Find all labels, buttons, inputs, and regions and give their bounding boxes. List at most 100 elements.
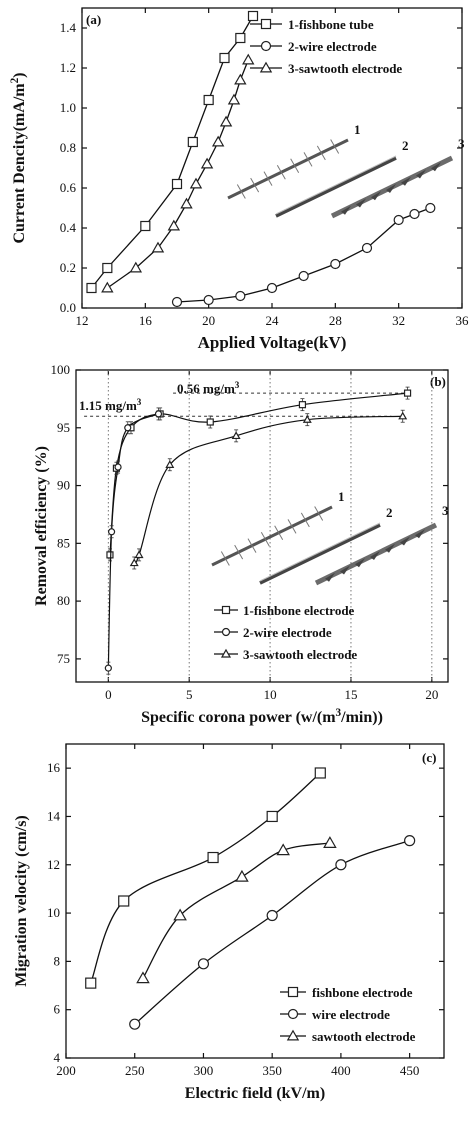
inset-a-rod-wire-highlight bbox=[275, 155, 397, 215]
data-point-triangle bbox=[134, 550, 144, 559]
y-tick-label: 12 bbox=[47, 857, 60, 872]
inset-b-fishbone-spine bbox=[300, 512, 310, 528]
x-tick-label: 250 bbox=[125, 1063, 145, 1078]
legend-label: 1-fishbone electrode bbox=[243, 603, 355, 618]
data-point-square bbox=[140, 220, 151, 232]
panel-label: (a) bbox=[86, 12, 101, 27]
x-axis-title-part: Applied Voltage(kV) bbox=[198, 333, 347, 352]
series-line-3 bbox=[106, 59, 249, 289]
x-axis-title: Electric field (kV/m) bbox=[185, 1085, 325, 1102]
inset-b-sawtooth-tooth bbox=[370, 551, 380, 560]
y-tick-label: 14 bbox=[47, 808, 61, 823]
data-point-square bbox=[235, 32, 246, 44]
x-tick-label: 36 bbox=[456, 313, 470, 328]
legend-label: 1-fishbone tube bbox=[288, 17, 374, 32]
data-point-triangle bbox=[235, 869, 249, 882]
inset-a-sawtooth-tooth bbox=[401, 176, 411, 186]
data-point-circle bbox=[409, 208, 420, 220]
x-tick-label: 12 bbox=[76, 313, 89, 328]
data-point-circle bbox=[154, 410, 163, 418]
inset-b-sawtooth-tooth bbox=[355, 558, 365, 568]
data-point-circle bbox=[114, 463, 122, 471]
annotation-056-part: 3 bbox=[235, 380, 240, 390]
series-curve-3 bbox=[133, 415, 403, 566]
inset-a-sawtooth-tooth bbox=[416, 169, 426, 179]
data-point-triangle bbox=[165, 460, 175, 468]
legend-marker-square bbox=[260, 18, 272, 30]
inset-b-fishbone-spine bbox=[220, 551, 230, 566]
legend-label: wire electrode bbox=[312, 1007, 390, 1022]
data-point-circle bbox=[335, 859, 347, 871]
data-point-square bbox=[85, 977, 97, 989]
y-tick-label: 100 bbox=[51, 362, 71, 377]
legend-marker-square bbox=[287, 986, 299, 998]
panel-label: (c) bbox=[422, 750, 436, 765]
data-point-circle bbox=[266, 282, 278, 294]
chart-panel-a: 12 16 20 24 28 32 360.00.20.40.60.81.01.21.4Ap… bbox=[9, 7, 470, 352]
y-axis-title: Current Dencity(mA/m2) bbox=[9, 72, 28, 243]
data-point-triangle bbox=[129, 558, 139, 567]
plot-frame bbox=[75, 369, 449, 683]
y-axis-title-part: 2 bbox=[9, 77, 21, 83]
legend-marker-triangle bbox=[286, 1029, 300, 1041]
legend-label: sawtooth electrode bbox=[312, 1029, 416, 1044]
inset-a-sawtooth-tooth bbox=[356, 198, 366, 208]
series-curve-2 bbox=[107, 413, 159, 669]
x-tick-label: 5 bbox=[186, 687, 193, 702]
data-point-circle bbox=[129, 1018, 141, 1030]
data-point-triangle bbox=[101, 281, 114, 293]
inset-b-sawtooth-tooth bbox=[415, 529, 425, 539]
data-point-circle bbox=[107, 528, 116, 536]
x-axis-title-part: Specific corona power (w/(m bbox=[141, 709, 336, 726]
data-point-square bbox=[187, 136, 198, 148]
legend-label: 3-sawtooth electrode bbox=[288, 61, 402, 76]
legend-marker-circle bbox=[287, 1008, 299, 1020]
inset-b-sawtooth-tooth bbox=[385, 543, 395, 553]
y-axis-title: Migration velocity (cm/s) bbox=[13, 815, 30, 987]
data-point-square bbox=[171, 178, 183, 190]
inset-a-fishbone-spine bbox=[330, 139, 340, 154]
data-point-triangle bbox=[173, 908, 187, 921]
annotation-056-part: 0.56 mg/m bbox=[177, 381, 235, 396]
inset-a-fishbone-spine bbox=[263, 171, 273, 186]
data-point-triangle bbox=[323, 836, 337, 848]
plot-frame bbox=[65, 743, 445, 1059]
inset-a-sawtooth-tooth bbox=[371, 191, 381, 201]
legend: 1-fishbone electrode 2-wire electrode 3-sa… bbox=[214, 603, 357, 662]
series-line-2 bbox=[176, 207, 431, 303]
y-tick-label: 0.2 bbox=[60, 260, 76, 275]
x-axis-title-part: 3 bbox=[336, 707, 342, 719]
legend-marker-circle bbox=[260, 40, 272, 52]
y-axis-title: Removal efficiency (%) bbox=[33, 446, 50, 606]
legend-marker-triangle bbox=[220, 648, 232, 658]
x-tick-label: 400 bbox=[331, 1063, 351, 1078]
plot-frame bbox=[81, 7, 463, 309]
annotation-115: 1.15 mg/m3 bbox=[79, 397, 142, 413]
legend-marker-square bbox=[221, 605, 231, 615]
y-axis-title-part: Current Dencity(mA/m bbox=[11, 83, 28, 244]
legend-label: 2-wire electrode bbox=[243, 625, 332, 640]
inset-b-rod-fishbone bbox=[211, 505, 333, 567]
y-axis-title-part: Removal efficiency (%) bbox=[33, 446, 50, 606]
data-point-triangle bbox=[242, 53, 255, 65]
data-point-triangle bbox=[227, 93, 241, 105]
inset-b-inset-label-1: 1 bbox=[338, 489, 345, 504]
y-tick-label: 75 bbox=[57, 651, 70, 666]
x-axis-title-part: Electric field (kV/m) bbox=[185, 1085, 325, 1102]
x-axis-title: Specific corona power (w/(m3/min)) bbox=[141, 707, 383, 726]
data-point-square bbox=[102, 262, 113, 274]
inset-b-sawtooth-tooth bbox=[325, 572, 335, 582]
data-point-square bbox=[314, 767, 326, 779]
inset-b-fishbone-spine bbox=[287, 519, 297, 534]
x-tick-label: 24 bbox=[266, 313, 280, 328]
inset-b-fishbone-spine bbox=[260, 531, 270, 547]
data-point-square bbox=[206, 418, 214, 426]
inset-a-inset-label-3: 3 bbox=[458, 136, 465, 151]
x-tick-label: 450 bbox=[400, 1063, 420, 1078]
y-tick-label: 0.0 bbox=[60, 300, 76, 315]
legend-label: 3-sawtooth electrode bbox=[243, 647, 357, 662]
y-tick-label: 0.4 bbox=[60, 220, 77, 235]
data-point-circle bbox=[171, 296, 183, 308]
